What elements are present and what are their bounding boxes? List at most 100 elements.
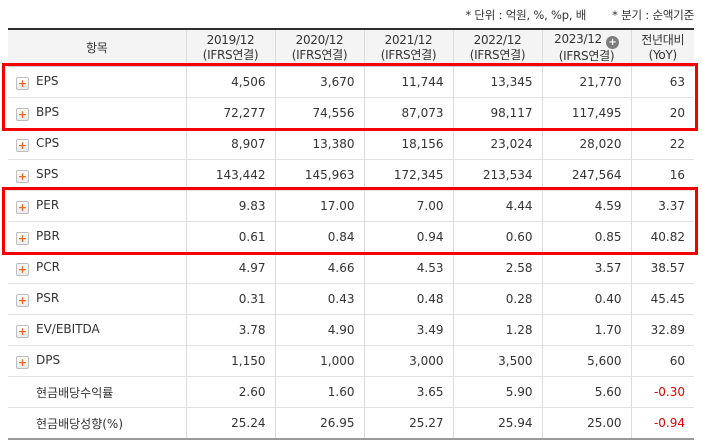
value-cell: 3.49 xyxy=(363,314,453,346)
year-column-header-2023-label: 2023/12 xyxy=(554,32,602,46)
value-cell: 247,564 xyxy=(541,159,631,191)
value-cell: 0.48 xyxy=(363,283,453,315)
value-cell: 145,963 xyxy=(274,159,364,191)
value-cell: 8,907 xyxy=(185,128,275,160)
yoy-value-cell: 63 xyxy=(630,66,694,98)
value-cell: 2.60 xyxy=(185,376,275,408)
metric-label-cell: + EV/EBITDA xyxy=(8,314,186,346)
expand-plus-icon[interactable]: + xyxy=(16,108,29,121)
table-row: 현금배당수익률 2.60 1.60 3.65 5.90 5.60 -0.30 xyxy=(8,376,694,408)
metric-label: 현금배당성향(%) xyxy=(36,416,124,431)
value-cell: 98,117 xyxy=(452,97,542,129)
metric-label-cell: + DPS xyxy=(8,345,186,377)
year-column-header-2020: 2020/12 (IFRS연결) xyxy=(274,29,364,67)
value-cell: 0.94 xyxy=(363,221,453,253)
value-cell: 3,670 xyxy=(274,66,364,98)
metric-label: PER xyxy=(36,198,60,212)
table-row: + PBR 0.61 0.84 0.94 0.60 0.85 40.82 xyxy=(8,221,694,253)
value-cell: 5,600 xyxy=(541,345,631,377)
table-row: + EV/EBITDA 3.78 4.90 3.49 1.28 1.70 32.89 xyxy=(8,314,694,346)
financial-ratio-table-wrap: 항목 2019/12 (IFRS연결) 2020/12 (IFRS연결) 202… xyxy=(2,28,698,440)
expand-plus-icon[interactable]: + xyxy=(16,170,29,183)
expand-plus-icon[interactable]: + xyxy=(16,201,29,214)
metric-label-cell: + SPS xyxy=(8,159,186,191)
table-body: + EPS 4,506 3,670 11,744 13,345 21,770 63 + BPS 72… xyxy=(8,66,694,439)
yoy-value-cell: 32.89 xyxy=(630,314,694,346)
yoy-value-cell: 38.57 xyxy=(630,252,694,284)
value-cell: 1.70 xyxy=(541,314,631,346)
year-column-header-2023: 2023/12 + (IFRS연결) xyxy=(541,29,631,67)
basis-note: * 분기 : 순액기준 xyxy=(612,8,694,22)
table-row: 현금배당성향(%) 25.24 26.95 25.27 25.94 25.00 -0.94 xyxy=(8,407,694,439)
metric-label-cell: + CPS xyxy=(8,128,186,160)
year-column-header-2019: 2019/12 (IFRS연결) xyxy=(185,29,275,67)
value-cell: 18,156 xyxy=(363,128,453,160)
yoy-value-cell: 60 xyxy=(630,345,694,377)
value-cell: 25.00 xyxy=(541,407,631,439)
value-cell: 3,500 xyxy=(452,345,542,377)
value-cell: 0.60 xyxy=(452,221,542,253)
value-cell: 4.90 xyxy=(274,314,364,346)
add-period-icon[interactable]: + xyxy=(605,36,619,49)
metric-label-cell: 현금배당성향(%) xyxy=(8,407,186,439)
table-row: + PER 9.83 17.00 7.00 4.44 4.59 3.37 xyxy=(8,190,694,222)
yoy-value-cell: -0.94 xyxy=(630,407,694,439)
value-cell: 4.53 xyxy=(363,252,453,284)
value-cell: 0.84 xyxy=(274,221,364,253)
value-cell: 0.31 xyxy=(185,283,275,315)
value-cell: 4,506 xyxy=(185,66,275,98)
value-cell: 23,024 xyxy=(452,128,542,160)
value-cell: 2.58 xyxy=(452,252,542,284)
expand-plus-icon[interactable]: + xyxy=(16,232,29,245)
value-cell: 0.43 xyxy=(274,283,364,315)
table-row: + BPS 72,277 74,556 87,073 98,117 117,495 20 xyxy=(8,97,694,129)
yoy-value-cell: 3.37 xyxy=(630,190,694,222)
table-header: 항목 2019/12 (IFRS연결) 2020/12 (IFRS연결) 202… xyxy=(8,29,694,67)
metric-label: BPS xyxy=(36,105,60,119)
value-cell: 21,770 xyxy=(541,66,631,98)
metric-label-cell: + PBR xyxy=(8,221,186,253)
value-cell: 1.28 xyxy=(452,314,542,346)
value-cell: 3.65 xyxy=(363,376,453,408)
table-row: + PCR 4.97 4.66 4.53 2.58 3.57 38.57 xyxy=(8,252,694,284)
value-cell: 3.78 xyxy=(185,314,275,346)
metric-label: SPS xyxy=(36,167,59,181)
value-cell: 13,380 xyxy=(274,128,364,160)
value-cell: 17.00 xyxy=(274,190,364,222)
metric-label: CPS xyxy=(36,136,60,150)
value-cell: 5.90 xyxy=(452,376,542,408)
value-cell: 4.66 xyxy=(274,252,364,284)
expand-plus-icon[interactable]: + xyxy=(16,356,29,369)
value-cell: 1,150 xyxy=(185,345,275,377)
metric-label: 현금배당수익률 xyxy=(36,385,114,400)
value-cell: 1,000 xyxy=(274,345,364,377)
year-column-header-2022: 2022/12 (IFRS연결) xyxy=(452,29,542,67)
expand-plus-icon[interactable]: + xyxy=(16,325,29,338)
year-column-header-2021: 2021/12 (IFRS연결) xyxy=(363,29,453,67)
value-cell: 13,345 xyxy=(452,66,542,98)
metric-label-cell: + EPS xyxy=(8,66,186,98)
value-cell: 0.61 xyxy=(185,221,275,253)
unit-note: * 단위 : 억원, %, %p, 배 xyxy=(465,8,587,22)
metric-label: EV/EBITDA xyxy=(36,322,100,336)
value-cell: 26.95 xyxy=(274,407,364,439)
metric-label: PBR xyxy=(36,229,60,243)
expand-plus-icon[interactable]: + xyxy=(16,294,29,307)
table-row: + EPS 4,506 3,670 11,744 13,345 21,770 63 xyxy=(8,66,694,98)
yoy-value-cell: -0.30 xyxy=(630,376,694,408)
metric-label-cell: 현금배당수익률 xyxy=(8,376,186,408)
metric-label: PSR xyxy=(36,291,60,305)
value-cell: 74,556 xyxy=(274,97,364,129)
value-cell: 11,744 xyxy=(363,66,453,98)
value-cell: 0.85 xyxy=(541,221,631,253)
value-cell: 9.83 xyxy=(185,190,275,222)
expand-plus-icon[interactable]: + xyxy=(16,139,29,152)
expand-plus-icon[interactable]: + xyxy=(16,263,29,276)
value-cell: 4.44 xyxy=(452,190,542,222)
yoy-column-header: 전년대비 (YoY) xyxy=(630,29,694,67)
table-row: + SPS 143,442 145,963 172,345 213,534 247,564 1… xyxy=(8,159,694,191)
expand-plus-icon[interactable]: + xyxy=(16,77,29,90)
value-cell: 7.00 xyxy=(363,190,453,222)
table-row: + DPS 1,150 1,000 3,000 3,500 5,600 60 xyxy=(8,345,694,377)
value-cell: 4.97 xyxy=(185,252,275,284)
